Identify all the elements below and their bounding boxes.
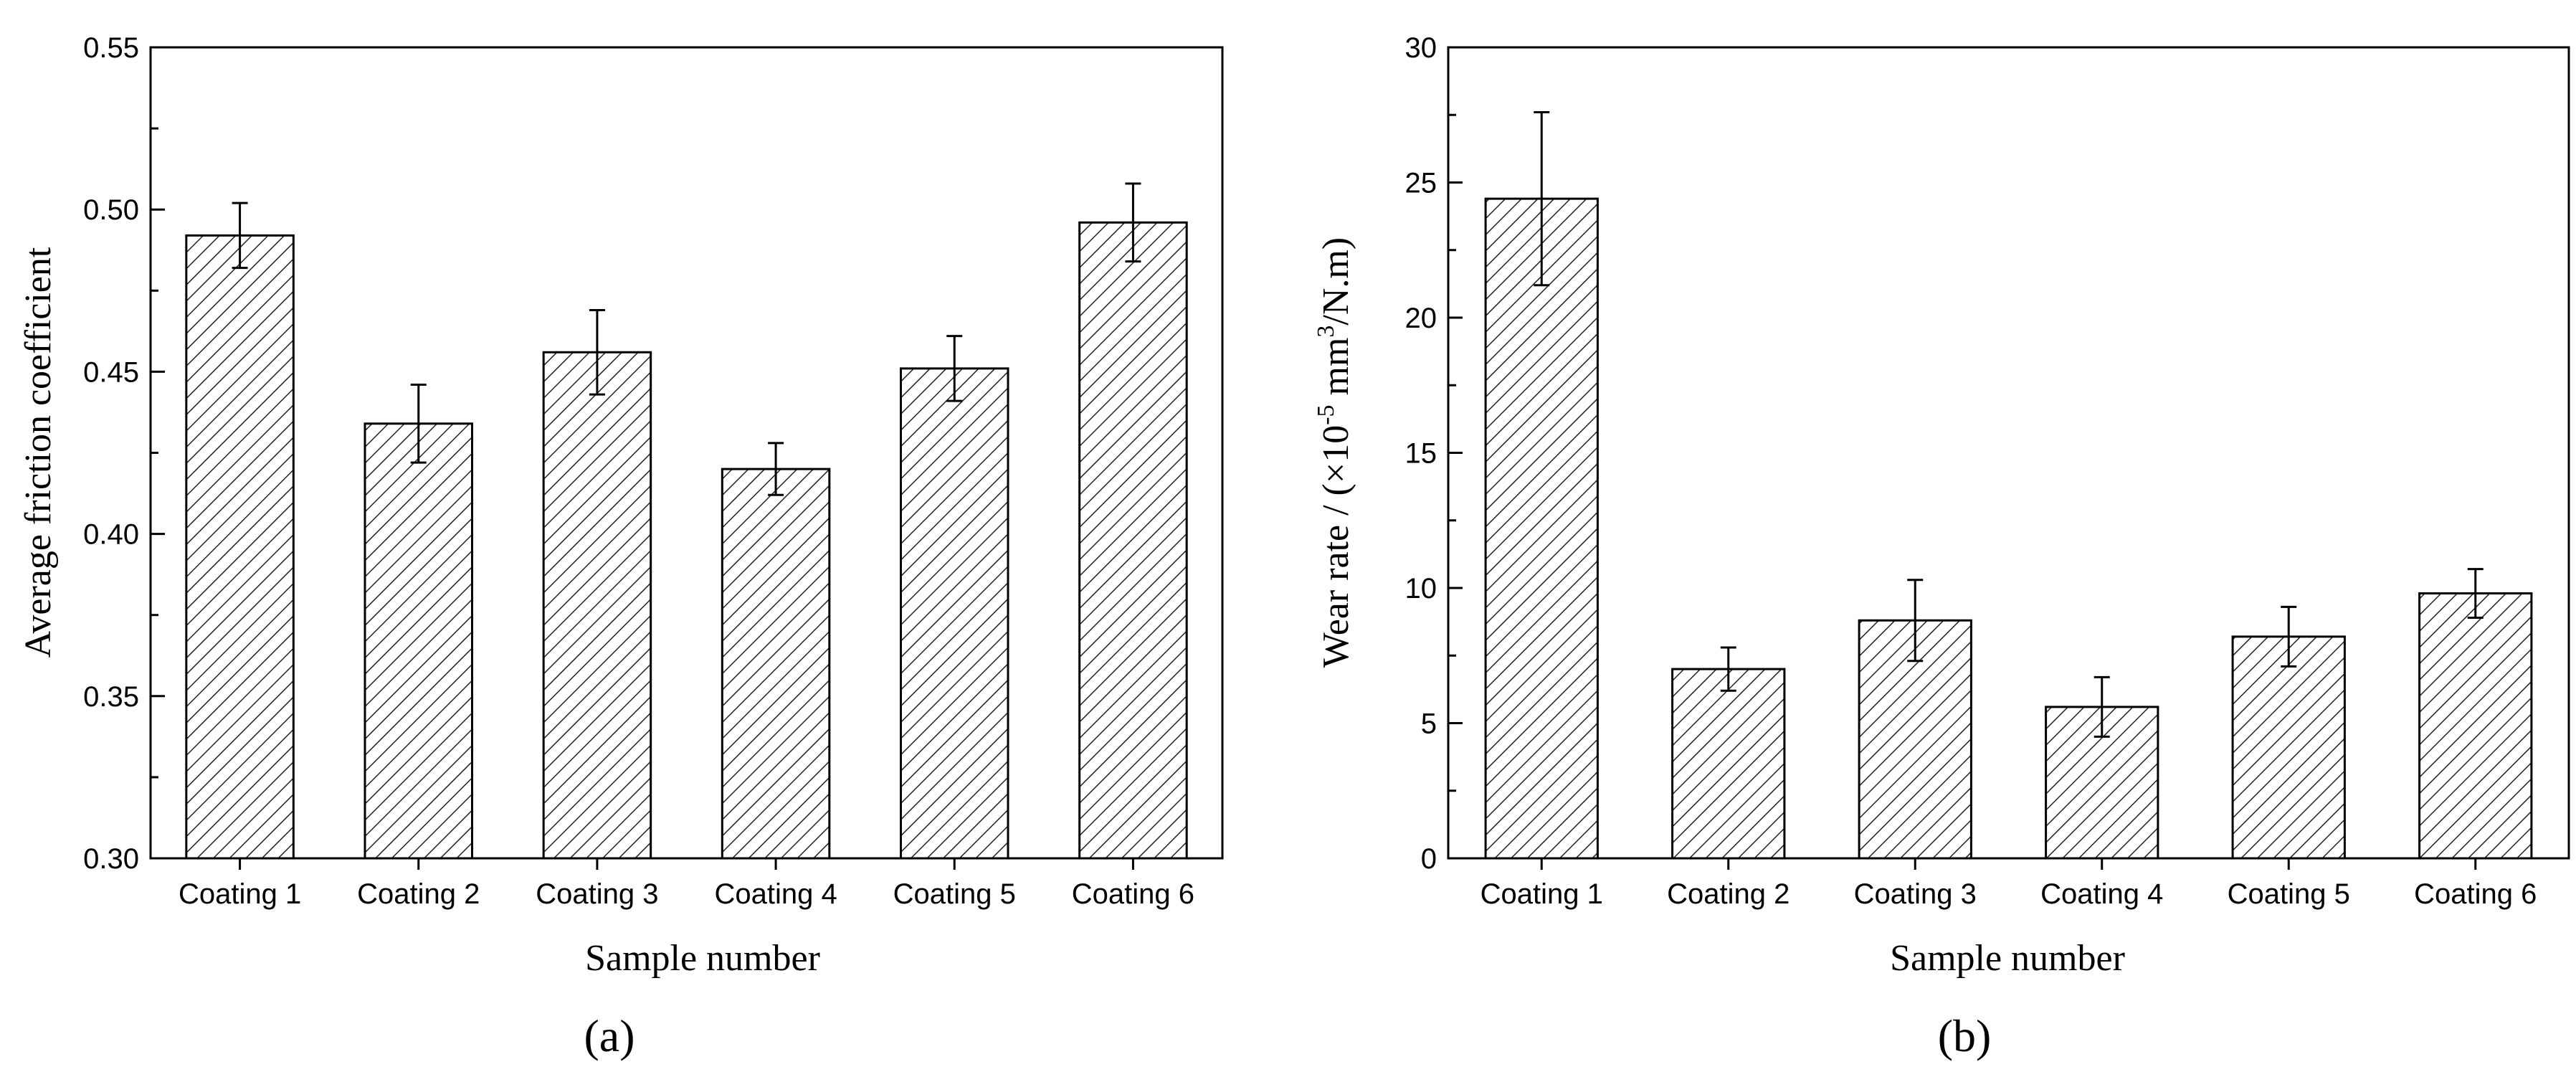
error-bar [2093, 675, 2110, 738]
y-axis-label-b-prefix: Wear rate / (×10 [1316, 425, 1356, 668]
y-axis-label-b-suffix: /N.m) [1316, 237, 1356, 326]
error-bar [946, 335, 963, 402]
bars-a [185, 182, 1188, 860]
error-bar [768, 442, 784, 496]
error-bar [232, 201, 248, 270]
y-tick-label: 30 [1405, 32, 1437, 64]
x-tick-label: Coating 5 [893, 878, 1016, 910]
x-tick-label: Coating 2 [1667, 878, 1790, 910]
error-bar [2467, 568, 2484, 619]
y-axis-label-b-exp2: 3 [1313, 326, 1339, 338]
x-tick-label: Coating 4 [714, 878, 837, 910]
y-tick-label: 10 [1405, 573, 1437, 604]
bar-coating-5 [900, 367, 1009, 860]
bar-coating-4 [721, 468, 831, 860]
x-tick-label: Coating 1 [179, 878, 301, 910]
y-tick-label: 0.55 [83, 32, 139, 64]
y-tick-label: 20 [1405, 303, 1437, 334]
bar-coating-2 [1671, 668, 1786, 860]
bar-coating-2 [363, 422, 473, 860]
x-tick-labels-b: Coating 1 Coating 2 Coating 3 Coating 4 Coat… [1481, 858, 2537, 910]
chart-panel-b: 0 5 10 15 20 25 30 Coating 1 Coating 2 Coating 3… [1313, 32, 2570, 1061]
y-axis-label-b-exp1: -5 [1313, 404, 1339, 424]
x-axis-label-a: Sample number [585, 938, 820, 979]
error-bar [1720, 646, 1736, 692]
x-tick-label: Coating 1 [1481, 878, 1603, 910]
error-bar [1534, 110, 1550, 287]
x-tick-label: Coating 6 [1072, 878, 1194, 910]
error-bar [1907, 579, 1924, 663]
bar-coating-5 [2231, 635, 2346, 860]
bar-coating-6 [1078, 221, 1188, 860]
y-tick-label: 15 [1405, 438, 1437, 470]
plot-frame-b [1447, 46, 2570, 860]
y-tick-label: 0.40 [83, 519, 139, 551]
x-tick-labels-a: Coating 1 Coating 2 Coating 3 Coating 4 Coat… [179, 858, 1194, 910]
bar-coating-6 [2418, 592, 2533, 860]
x-tick-label: Coating 4 [2040, 878, 2163, 910]
y-axis-label-b-middle: mm [1316, 338, 1356, 405]
bar-coating-1 [1484, 197, 1599, 860]
panel-label-b: (b) [1938, 1010, 1992, 1061]
bar-coating-1 [185, 234, 295, 860]
x-tick-label: Coating 5 [2228, 878, 2350, 910]
y-tick-label: 0 [1421, 843, 1437, 875]
error-bar [589, 308, 605, 396]
y-axis-ticks-b: 0 5 10 15 20 25 30 [1405, 32, 1463, 875]
error-bar [1125, 182, 1141, 263]
error-bar [410, 383, 427, 464]
y-tick-label: 0.35 [83, 681, 139, 713]
chart-panel-a: 0.300.350.400.450.500.55 Coating 1 Coatin… [18, 32, 1224, 1061]
y-tick-label: 0.30 [83, 843, 139, 875]
y-axis-label-b: Wear rate / (×10-5 mm3/N.m) [1313, 237, 1356, 668]
error-bar [2281, 605, 2297, 668]
y-tick-label: 25 [1405, 168, 1437, 199]
bars-b [1484, 110, 2533, 860]
y-tick-label: 0.50 [83, 194, 139, 226]
x-tick-label: Coating 2 [357, 878, 480, 910]
x-tick-label: Coating 3 [1854, 878, 1977, 910]
y-tick-label: 0.45 [83, 356, 139, 388]
x-axis-label-b: Sample number [1890, 938, 2125, 979]
y-axis-ticks-a: 0.30 0.35 0.40 0.45 0.50 0.55 [83, 32, 165, 875]
panel-label-a: (a) [584, 1010, 635, 1061]
bar-coating-3 [542, 351, 652, 860]
x-tick-label: Coating 3 [536, 878, 658, 910]
plot-frame-a [149, 46, 1224, 860]
y-axis-label-a: Average friction coefficient [18, 247, 59, 658]
y-tick-label: 5 [1421, 708, 1437, 740]
x-tick-label: Coating 6 [2414, 878, 2537, 910]
